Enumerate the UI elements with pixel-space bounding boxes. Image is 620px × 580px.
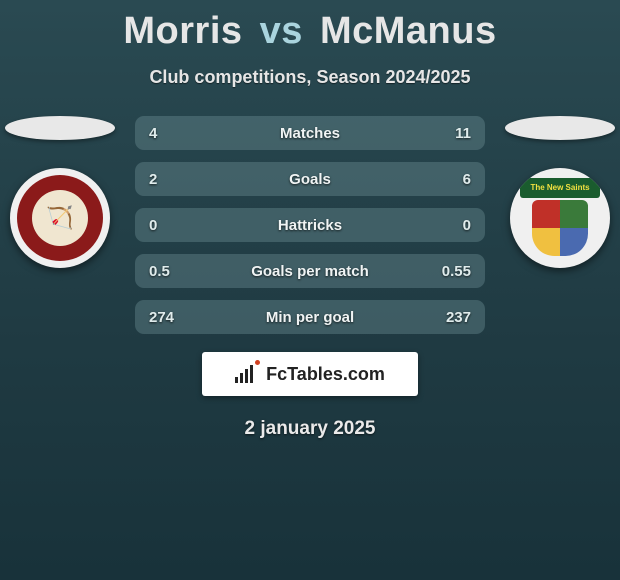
comparison-content: 🏹 The New Saints 4 Matches 11 2 Goals 6 … — [0, 116, 620, 440]
archer-icon: 🏹 — [32, 190, 88, 246]
vs-label: vs — [260, 10, 303, 52]
stat-row-hattricks: 0 Hattricks 0 — [135, 208, 485, 242]
player1-name: Morris — [123, 10, 242, 52]
left-name-oval — [5, 116, 115, 140]
stat-label: Matches — [135, 125, 485, 142]
right-team-badge: The New Saints — [510, 168, 610, 268]
stat-row-goals: 2 Goals 6 — [135, 162, 485, 196]
dot-icon — [255, 360, 260, 365]
stat-row-matches: 4 Matches 11 — [135, 116, 485, 150]
right-name-oval — [505, 116, 615, 140]
shield-icon — [532, 200, 588, 256]
stat-row-min-per-goal: 274 Min per goal 237 — [135, 300, 485, 334]
left-team-badge: 🏹 — [10, 168, 110, 268]
stats-rows: 4 Matches 11 2 Goals 6 0 Hattricks 0 0.5… — [135, 116, 485, 334]
brand-badge[interactable]: FcTables.com — [202, 352, 418, 396]
right-side: The New Saints — [500, 116, 620, 268]
brand-text: FcTables.com — [266, 364, 385, 385]
stat-label: Goals per match — [135, 263, 485, 280]
stat-label: Hattricks — [135, 217, 485, 234]
player2-name: McManus — [320, 10, 497, 52]
subtitle: Club competitions, Season 2024/2025 — [0, 67, 620, 88]
page-title: Morris vs McManus — [0, 0, 620, 53]
footer-date: 2 january 2025 — [0, 418, 620, 440]
stat-label: Goals — [135, 171, 485, 188]
stat-label: Min per goal — [135, 309, 485, 326]
left-side: 🏹 — [0, 116, 120, 268]
right-badge-banner: The New Saints — [520, 178, 600, 198]
stat-row-goals-per-match: 0.5 Goals per match 0.55 — [135, 254, 485, 288]
bars-icon — [235, 365, 253, 383]
